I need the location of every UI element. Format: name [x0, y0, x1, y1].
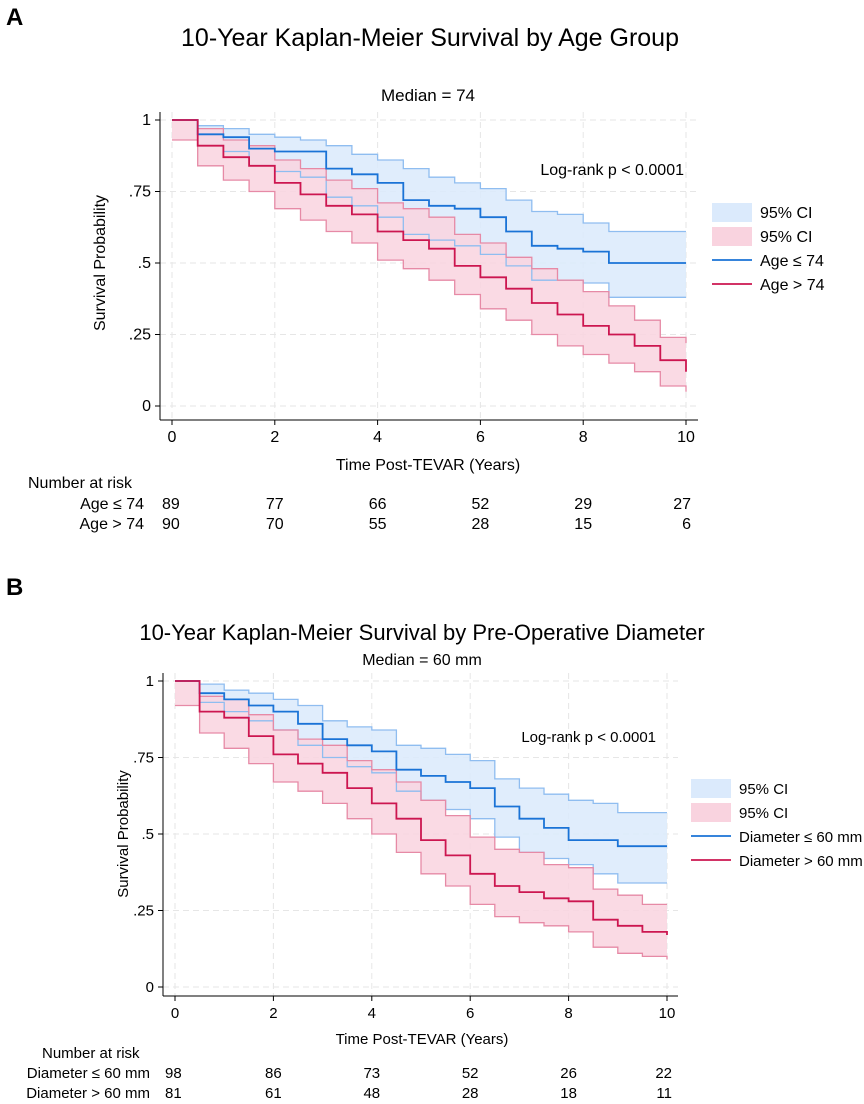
panel-b-y-tick-label: .25 — [133, 903, 154, 920]
panel-a-risk-value: 15 — [574, 516, 592, 533]
panel-b-risk-value: 81 — [165, 1085, 182, 1102]
panel-b-y-tick-label: .5 — [141, 826, 154, 843]
panel-b-survival-line-0 — [175, 680, 667, 848]
panel-b-legend-ci-swatch — [691, 803, 731, 822]
panel-b-y-tick-label: .75 — [133, 750, 154, 767]
panel-a-risk-value: 77 — [266, 496, 284, 513]
panel-b-y-axis-label: Survival Probability — [115, 770, 132, 898]
panel-a-x-tick-label: 6 — [476, 429, 485, 446]
panel-b-risk-value: 11 — [656, 1085, 672, 1102]
panel-a-x-tick-label: 2 — [270, 429, 279, 446]
panel-b-risk-value: 26 — [560, 1065, 577, 1082]
panel-b-risk-value: 18 — [560, 1085, 577, 1102]
panel-a-x-tick-label: 10 — [677, 429, 695, 446]
panel-b-y-tick-label: 1 — [146, 673, 154, 690]
panel-b-y-tick-label: 0 — [146, 979, 154, 996]
panel-b-risk-value: 28 — [462, 1085, 479, 1102]
panel-a-x-axis-label: Time Post-TEVAR (Years) — [336, 457, 520, 474]
panel-a-legend-label: Age > 74 — [760, 277, 825, 294]
panel-a-y-tick-label: 0 — [142, 398, 151, 415]
panel-a-y-tick-label: 1 — [142, 112, 151, 129]
panel-b-legend-label: Diameter > 60 mm — [739, 853, 863, 870]
panel-a-risk-value: 28 — [472, 516, 490, 533]
panel-b-risk-value: 98 — [165, 1065, 182, 1082]
panel-b-x-tick-label: 10 — [659, 1005, 676, 1022]
panel-a-title: 10-Year Kaplan-Meier Survival by Age Gro… — [181, 24, 679, 52]
panel-b-risk-row-label: Diameter ≤ 60 mm — [27, 1065, 150, 1082]
panel-b-risk-value: 61 — [265, 1085, 282, 1102]
panel-a-y-tick-label: .25 — [129, 327, 151, 344]
panel-b-legend-ci-swatch — [691, 779, 731, 798]
panel-b-legend-label: 95% CI — [739, 805, 788, 822]
panel-a-survival-line-0 — [172, 119, 686, 264]
panel-a-risk-row-label: Age > 74 — [80, 516, 145, 533]
panel-b-risk-row-label: Diameter > 60 mm — [26, 1085, 150, 1102]
panel-a-logrank-annotation: Log-rank p < 0.0001 — [540, 162, 684, 179]
panel-a-legend-ci-swatch — [712, 203, 752, 222]
panel-b-risk-value: 73 — [363, 1065, 380, 1082]
panel-a-x-tick-label: 4 — [373, 429, 382, 446]
panel-a-risk-value: 70 — [266, 516, 284, 533]
panel-a-risk-value: 89 — [162, 496, 180, 513]
panel-a-survival-line-1 — [172, 119, 687, 372]
panel-a-ci-upper-line-0 — [172, 119, 686, 233]
panel-a-legend-label: 95% CI — [760, 229, 812, 246]
panel-b-ci-lower-line-1 — [175, 704, 668, 960]
panel-a-risk-value: 66 — [369, 496, 387, 513]
panel-b-risk-value: 48 — [363, 1085, 380, 1102]
panel-a-risk-value: 29 — [574, 496, 592, 513]
panel-a-x-tick-label: 8 — [579, 429, 588, 446]
panel-a-risk-table-title: Number at risk — [28, 475, 133, 492]
panel-a-ci-lower-line-1 — [172, 139, 687, 392]
panel-b-x-tick-label: 0 — [171, 1005, 179, 1022]
panel-a-legend-label: Age ≤ 74 — [760, 253, 824, 270]
panel-a-y-tick-label: .5 — [138, 255, 151, 272]
panel-b-title: 10-Year Kaplan-Meier Survival by Pre-Ope… — [139, 620, 705, 645]
panel-b-ci-upper-line-0 — [175, 680, 667, 814]
panel-a-ci-upper-line-1 — [172, 119, 687, 344]
panel-b-risk-table-title: Number at risk — [42, 1045, 140, 1062]
panel-b-risk-value: 52 — [462, 1065, 479, 1082]
panel-b-x-axis-label: Time Post-TEVAR (Years) — [336, 1031, 509, 1048]
panel-a-risk-value: 52 — [472, 496, 490, 513]
panel-a-legend-ci-swatch — [712, 227, 752, 246]
panel-b-logrank-annotation: Log-rank p < 0.0001 — [521, 729, 656, 746]
panel-b-x-tick-label: 2 — [269, 1005, 277, 1022]
panel-a-legend-label: 95% CI — [760, 205, 812, 222]
panel-b-risk-value: 22 — [655, 1065, 672, 1082]
panel-b-legend-label: Diameter ≤ 60 mm — [739, 829, 862, 846]
panel-b-subtitle: Median = 60 mm — [362, 652, 482, 669]
panel-a-y-axis-label: Survival Probability — [92, 195, 109, 331]
panel-a-y-tick-label: .75 — [129, 184, 151, 201]
panel-a-risk-value: 6 — [682, 516, 691, 533]
panel-b-survival-line-1 — [175, 680, 668, 935]
panel-b-x-tick-label: 6 — [466, 1005, 474, 1022]
panel-a-x-tick-label: 0 — [168, 429, 177, 446]
panel-a-risk-value: 90 — [162, 516, 180, 533]
panel-b-x-tick-label: 8 — [564, 1005, 572, 1022]
panel-a-subtitle: Median = 74 — [380, 86, 476, 105]
panel-b-letter: B — [6, 574, 24, 601]
panel-b-x-tick-label: 4 — [368, 1005, 376, 1022]
panel-a-risk-value: 55 — [369, 516, 387, 533]
panel-b-ci-upper-line-1 — [175, 680, 667, 906]
panel-a-letter: A — [6, 4, 24, 31]
panel-b-legend-label: 95% CI — [739, 781, 788, 798]
panel-a-risk-value: 27 — [673, 496, 691, 513]
panel-b-risk-value: 86 — [265, 1065, 282, 1082]
panel-a-risk-row-label: Age ≤ 74 — [80, 496, 144, 513]
